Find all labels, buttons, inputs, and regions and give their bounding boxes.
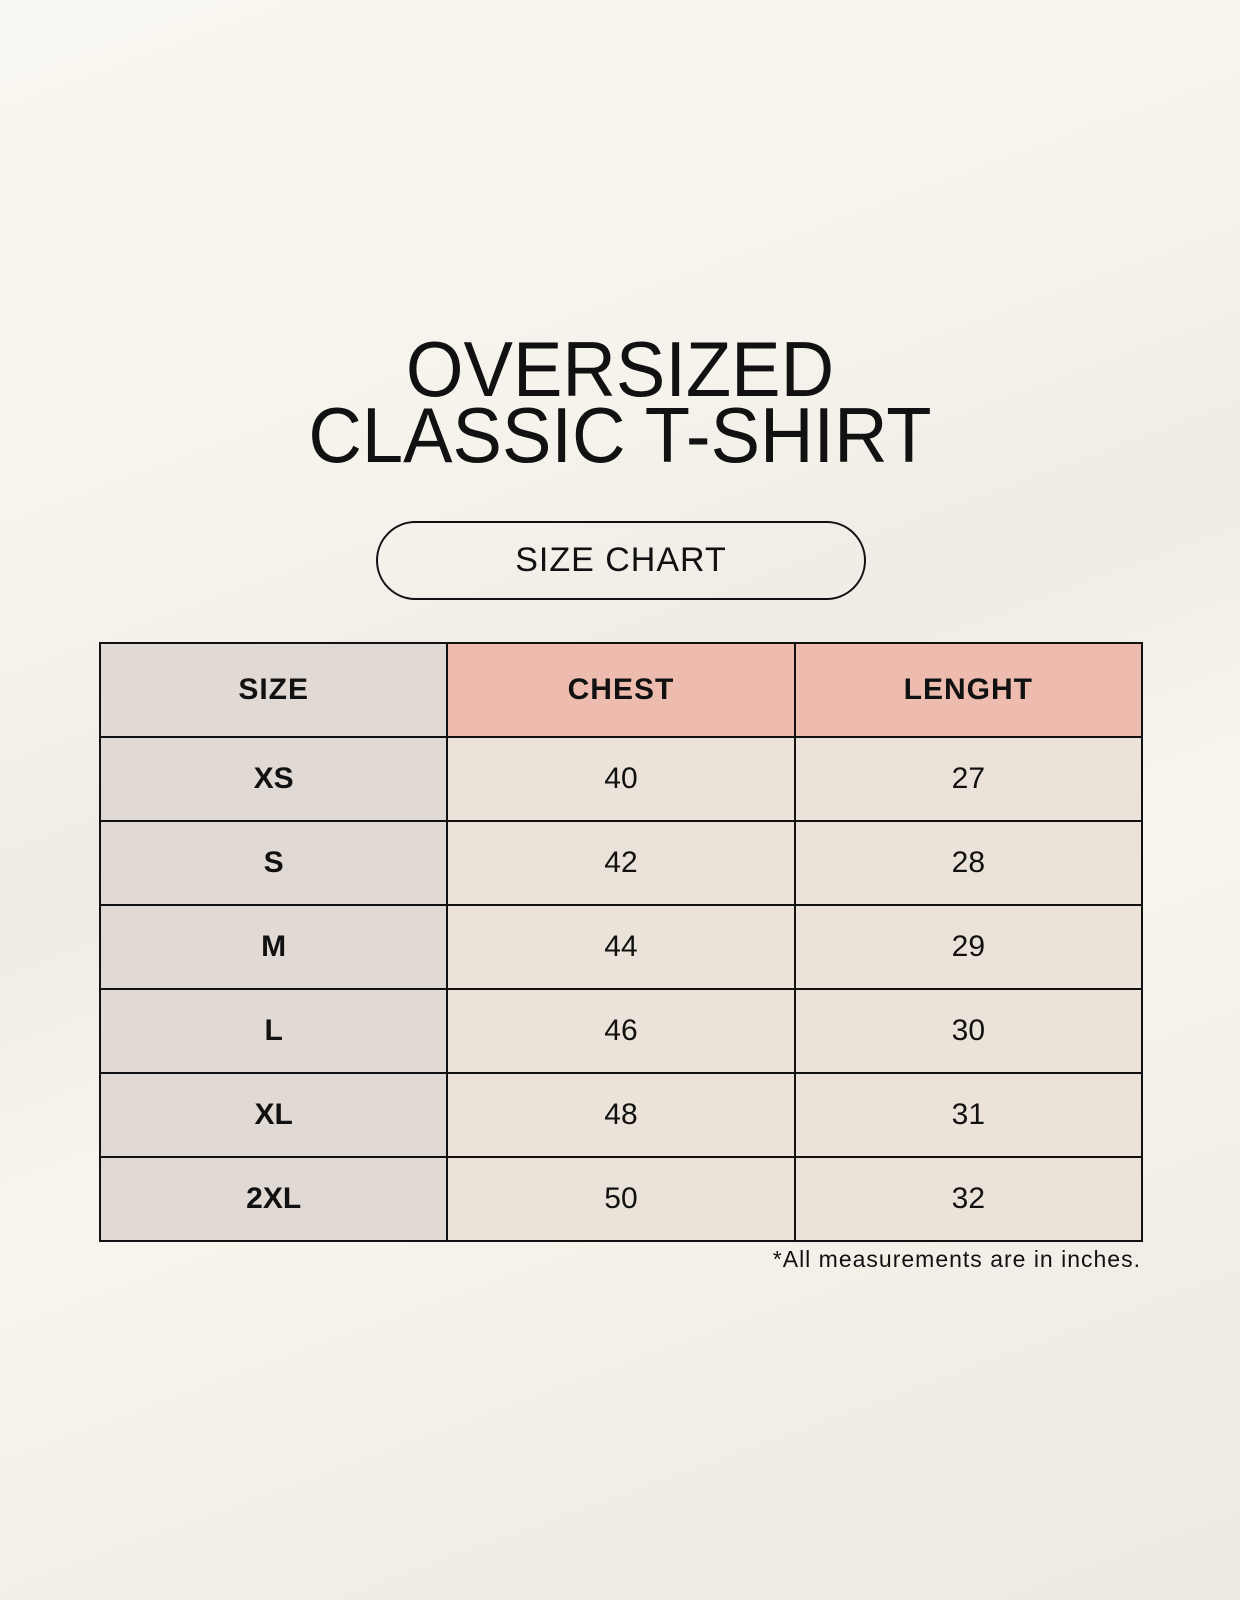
length-cell: 29 [793, 904, 1144, 990]
size-chart-label: SIZE CHART [376, 521, 866, 600]
size-cell: XS [98, 736, 449, 822]
chest-cell: 44 [446, 904, 796, 990]
header-chest: CHEST [446, 642, 796, 738]
length-cell: 30 [793, 988, 1144, 1074]
chest-cell: 40 [446, 736, 796, 822]
chest-cell: 46 [446, 988, 796, 1074]
table-row: XL 48 31 [98, 1072, 1144, 1158]
table-row: S 42 28 [98, 820, 1144, 906]
title-line-2: CLASSIC T-SHIRT [308, 391, 932, 479]
length-cell: 28 [793, 820, 1144, 906]
length-cell: 31 [793, 1072, 1144, 1158]
table-row: 2XL 50 32 [98, 1156, 1144, 1242]
footnote: *All measurements are in inches. [772, 1246, 1141, 1272]
header-length: LENGHT [793, 642, 1144, 738]
chest-cell: 50 [446, 1156, 796, 1242]
chest-cell: 48 [446, 1072, 796, 1158]
page-title: OVERSIZED CLASSIC T-SHIRT [0, 325, 1240, 479]
size-cell: M [98, 904, 449, 990]
header-size: SIZE [98, 642, 449, 738]
table-row: L 46 30 [98, 988, 1144, 1074]
table-header-row: SIZE CHEST LENGHT [98, 642, 1144, 738]
length-cell: 32 [793, 1156, 1144, 1242]
length-cell: 27 [793, 736, 1144, 822]
size-cell: S [98, 820, 449, 906]
size-cell: XL [98, 1072, 449, 1158]
size-cell: 2XL [98, 1156, 449, 1242]
size-table: SIZE CHEST LENGHT XS 40 27 S 42 28 M 44 29 L 46 30 X… [98, 642, 1144, 1242]
size-cell: L [98, 988, 449, 1074]
table-row: M 44 29 [98, 904, 1144, 990]
title-line-1: OVERSIZED [405, 325, 835, 413]
chest-cell: 42 [446, 820, 796, 906]
table-row: XS 40 27 [98, 736, 1144, 822]
